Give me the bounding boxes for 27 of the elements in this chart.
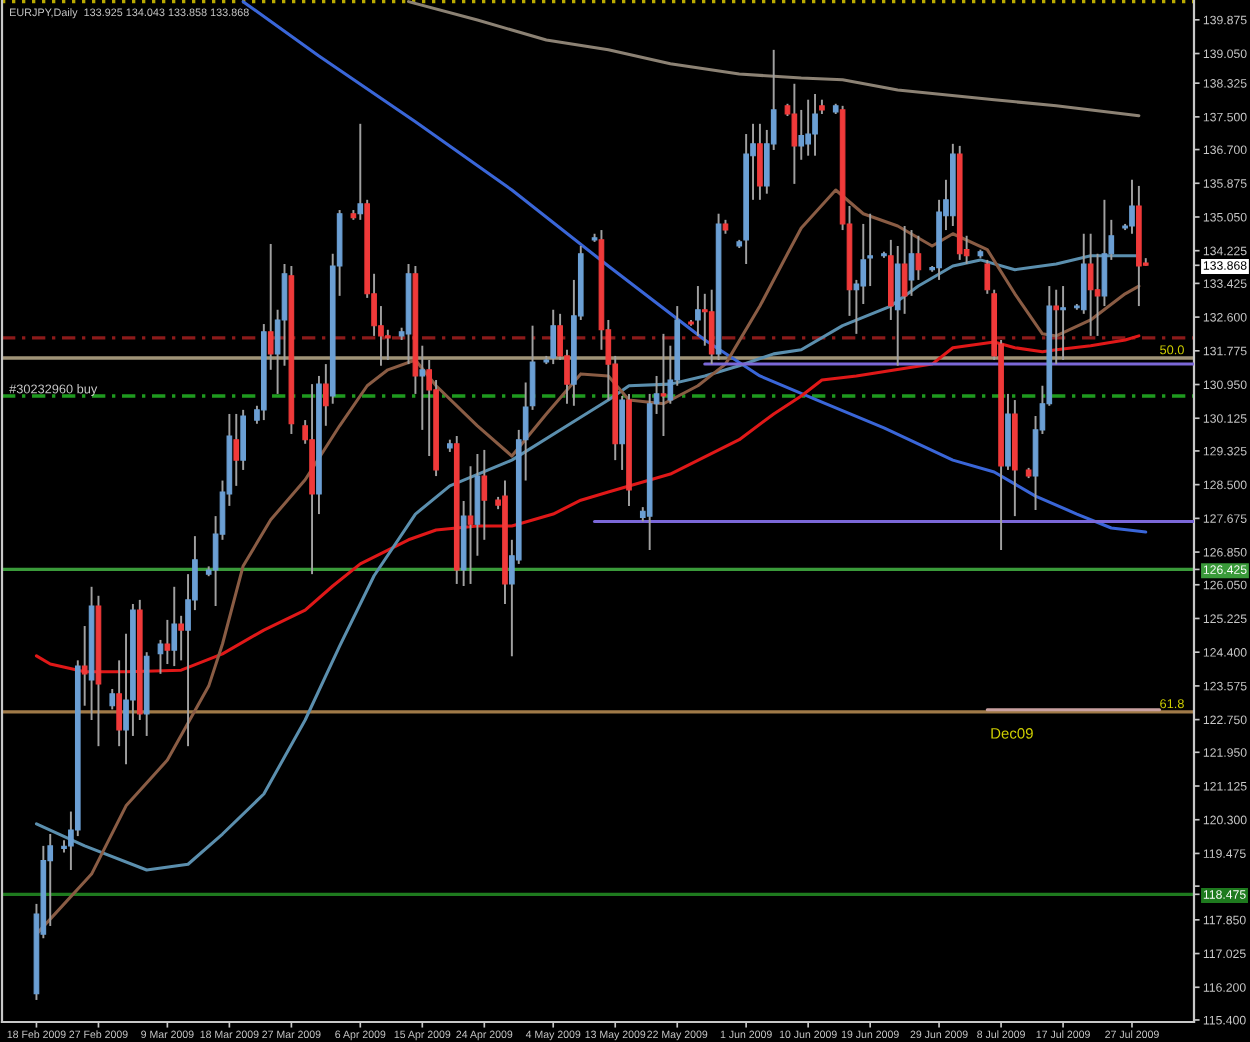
candlestick (550, 308, 557, 366)
candlestick (267, 242, 274, 371)
candlestick (1060, 285, 1066, 361)
candlestick (660, 332, 667, 437)
candlestick (619, 395, 625, 471)
candlestick (233, 412, 240, 487)
candlestick (419, 344, 426, 431)
candlestick (708, 288, 715, 366)
line-series (406, 0, 1141, 118)
candlestick (798, 108, 805, 161)
candlestick (791, 82, 798, 185)
candlestick (481, 448, 488, 541)
candlestick (901, 225, 908, 315)
candlestick (164, 618, 171, 665)
candlestick (915, 234, 922, 281)
candlestick (178, 614, 184, 662)
candlestick (357, 122, 364, 221)
candlestick (805, 98, 811, 157)
candlestick (467, 465, 474, 585)
candlestick (1129, 178, 1135, 235)
candlestick (81, 625, 88, 707)
candlestick (812, 93, 818, 157)
candlestick (171, 585, 178, 668)
candlestick (109, 687, 116, 711)
candlestick (1087, 232, 1094, 337)
candlestick (1053, 288, 1060, 366)
candlestick (757, 122, 763, 201)
